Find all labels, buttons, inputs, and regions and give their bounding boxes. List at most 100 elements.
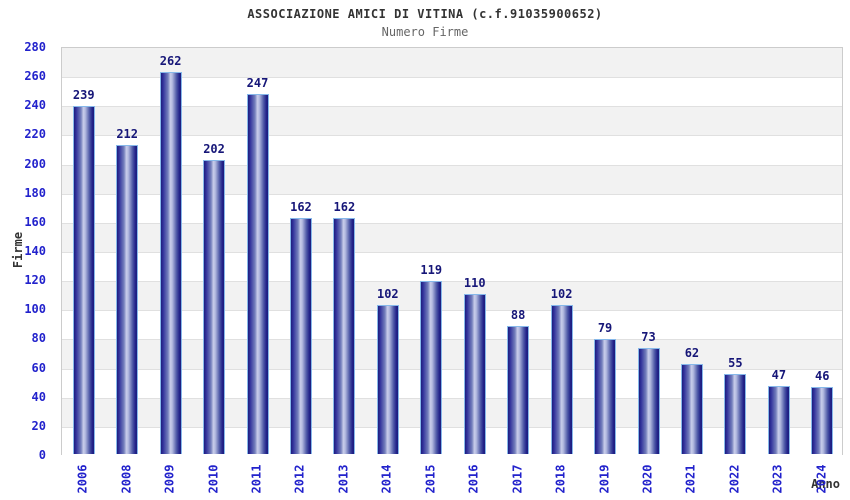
y-tick-label: 160	[24, 214, 46, 229]
y-tick-label: 220	[24, 127, 46, 142]
y-tick-label: 180	[24, 185, 46, 200]
x-tick-label: 2006	[75, 464, 90, 494]
grid-band	[62, 339, 842, 369]
gridline	[62, 368, 842, 370]
y-tick-label: 280	[24, 40, 46, 54]
gridline	[62, 193, 842, 195]
x-tick-label: 2019	[597, 464, 612, 494]
bar-value-label: 102	[550, 287, 573, 302]
bar-value-label: 119	[420, 262, 443, 277]
grid-band	[62, 368, 842, 398]
bar-value-label: 247	[246, 76, 269, 91]
bar	[463, 293, 486, 454]
x-tick-label: 2022	[727, 464, 742, 494]
grid-band	[62, 164, 842, 194]
bar-value-label: 62	[684, 345, 700, 360]
gridline	[62, 426, 842, 428]
bar-value-label: 239	[72, 87, 95, 102]
gridline	[62, 397, 842, 399]
grid-band	[62, 426, 842, 456]
gridline	[62, 135, 842, 137]
grid-band	[62, 77, 842, 107]
y-tick-label: 100	[24, 302, 46, 317]
y-tick-label: 20	[31, 418, 46, 433]
bar	[767, 385, 790, 454]
y-tick-label: 260	[24, 69, 46, 84]
bar-value-label: 88	[510, 307, 526, 322]
bar-value-label: 212	[116, 127, 138, 142]
bar-value-label: 102	[376, 287, 399, 302]
bar	[333, 217, 356, 454]
gridline	[62, 252, 842, 253]
bar	[420, 280, 443, 454]
x-tick-label: 2017	[510, 464, 525, 494]
chart-subtitle: Numero Firme	[381, 25, 469, 39]
bar	[376, 305, 399, 454]
bar	[246, 94, 269, 454]
x-tick-label: 2008	[119, 464, 134, 494]
x-tick-label: 2023	[770, 464, 785, 494]
y-tick-label: 40	[31, 389, 46, 404]
x-tick-label: 2016	[466, 464, 481, 494]
grid-band	[62, 48, 842, 78]
gridline	[62, 281, 842, 283]
bar-value-label: 55	[728, 355, 743, 370]
grid-band	[62, 310, 842, 340]
gridline	[62, 77, 842, 79]
x-tick-label: 2024	[814, 464, 829, 494]
x-tick-label: 2018	[553, 464, 568, 494]
bar	[289, 217, 312, 454]
gridline	[62, 339, 842, 341]
grid-band	[62, 222, 842, 252]
bar	[811, 386, 834, 454]
bar	[507, 325, 530, 454]
y-tick-label: 120	[24, 273, 46, 288]
y-tick-label: 60	[31, 360, 46, 375]
bar	[550, 305, 573, 454]
grid-band	[62, 106, 842, 136]
bar-value-label: 162	[333, 199, 356, 214]
x-tick-label: 2013	[336, 464, 351, 494]
grid-band	[62, 252, 842, 282]
bar	[594, 338, 617, 454]
gridline	[62, 310, 842, 312]
x-tick-label: 2011	[249, 464, 264, 494]
bar	[680, 363, 703, 454]
y-tick-label: 80	[31, 331, 46, 346]
bar	[116, 145, 139, 454]
grid-band	[62, 281, 842, 311]
grid-band	[62, 193, 842, 223]
x-tick-label: 2014	[379, 464, 394, 494]
grid-band	[62, 397, 842, 427]
bar	[203, 159, 226, 454]
y-tick-label: 140	[24, 244, 46, 258]
gridline	[62, 222, 842, 224]
plot-area: 239 212 262 202 247 162 162 102 119 110 88 102 79 73 6…	[61, 47, 843, 456]
grid-band	[62, 135, 842, 165]
x-tick-label: 2021	[683, 464, 698, 494]
x-tick-label: 2009	[162, 464, 177, 494]
bar-value-label: 73	[641, 329, 656, 344]
x-tick-label: 2015	[423, 464, 438, 494]
y-tick-label: 240	[24, 98, 46, 113]
x-axis-label: Anno	[811, 477, 840, 491]
bar-value-label: 47	[771, 367, 787, 382]
bar-value-label: 46	[815, 368, 830, 383]
bar	[637, 347, 660, 454]
x-tick-label: 2012	[292, 464, 307, 494]
gridline	[62, 106, 842, 108]
y-tick-label: 200	[24, 156, 46, 171]
y-tick-label: 0	[38, 448, 46, 462]
bar	[724, 373, 747, 454]
bar-value-label: 110	[463, 275, 486, 290]
chart-title: ASSOCIAZIONE AMICI DI VITINA (c.f.910359…	[247, 7, 603, 21]
bar-value-label: 162	[290, 199, 312, 214]
x-tick-label: 2020	[640, 464, 655, 494]
bar	[159, 72, 182, 454]
bar-value-label: 79	[597, 320, 613, 335]
x-tick-label: 2010	[206, 464, 221, 494]
gridline	[62, 164, 842, 166]
bar	[72, 105, 95, 454]
bar-value-label: 202	[203, 141, 225, 156]
